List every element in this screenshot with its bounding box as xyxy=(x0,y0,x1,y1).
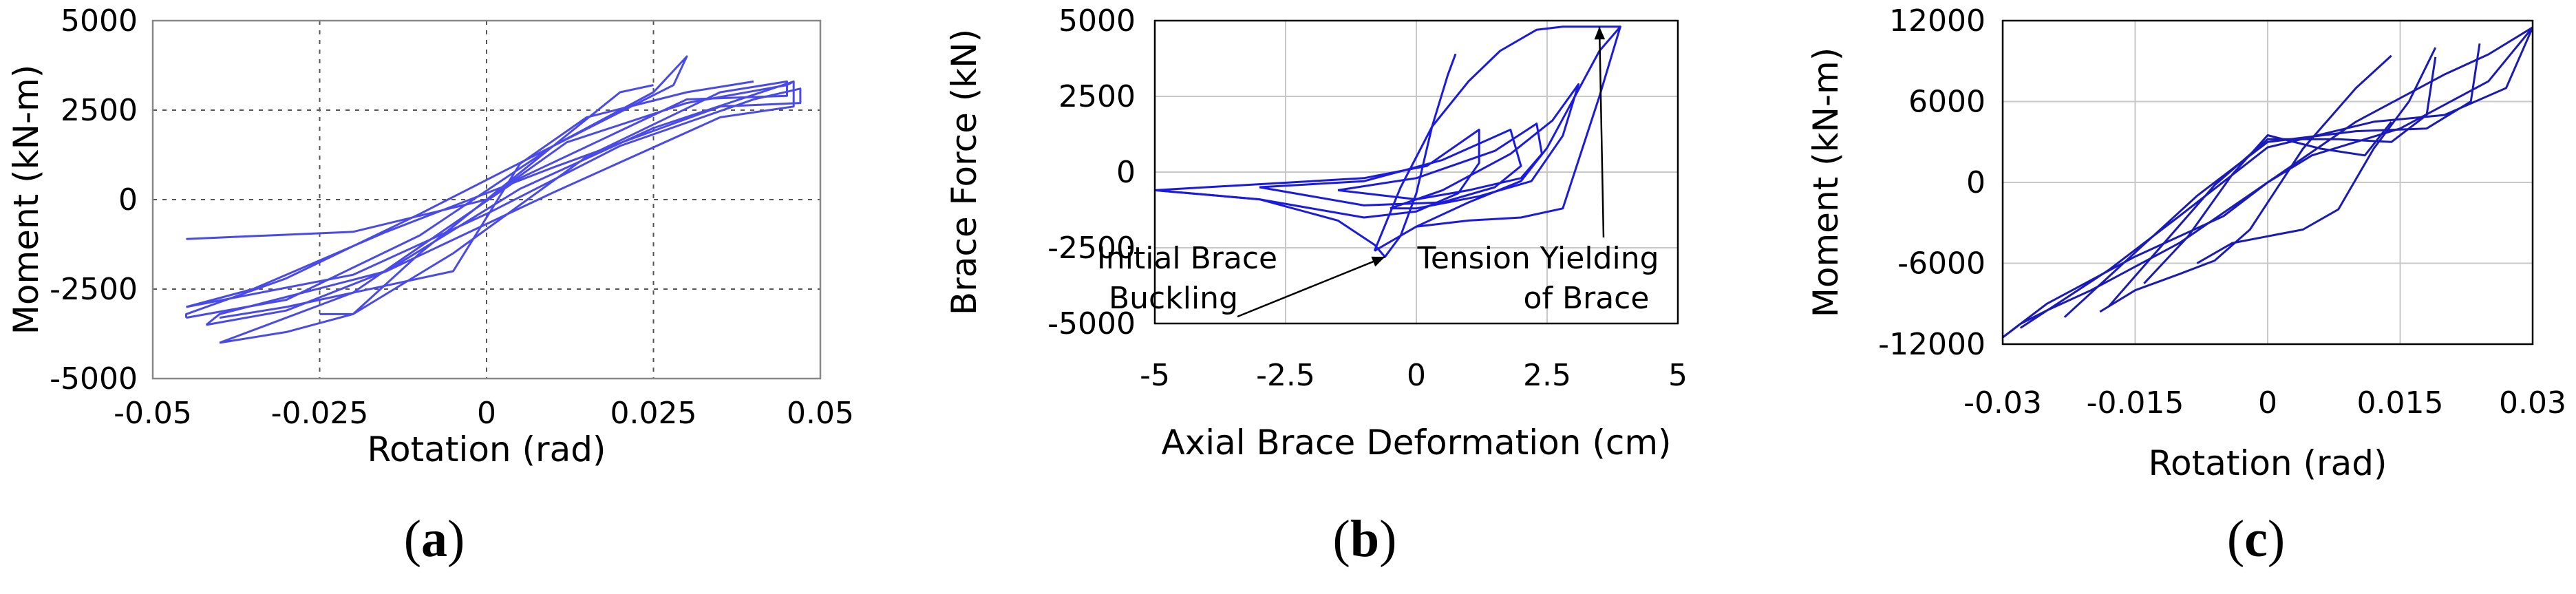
plot-frame xyxy=(151,19,822,380)
y-tick-label: -5000 xyxy=(1047,306,1136,341)
chart-c: -0.03 -0.015 0 0.015 0.03 -12000 -6000 0 6000 120… xyxy=(1806,3,2566,483)
y-tick-label: 2500 xyxy=(1058,79,1136,114)
hysteresis-loop-2 xyxy=(186,87,802,308)
plot-frame xyxy=(1153,19,1679,325)
chart-a: -0.05 -0.025 0 0.025 0.05 -5000 -2500 0 2500 5000… xyxy=(6,3,854,469)
y-tick-label: -12000 xyxy=(1878,327,1986,362)
series-group xyxy=(185,55,802,344)
hysteresis-loop-4 xyxy=(2063,43,2481,318)
x-tick-label: -5 xyxy=(1140,358,1170,393)
plot-frame xyxy=(2001,19,2534,346)
grid xyxy=(1155,21,1678,323)
y-axis-label: Brace Force (kN) xyxy=(944,29,984,315)
annotation-text: Tension Yielding xyxy=(1416,241,1659,276)
y-tick-label: 0 xyxy=(1116,155,1136,190)
x-tick-label: 0 xyxy=(477,396,496,431)
annotation-arrow xyxy=(1237,256,1385,318)
hysteresis-loop-2 xyxy=(1154,128,1480,219)
caption-c: (c) xyxy=(2226,510,2286,568)
y-tick-label: 0 xyxy=(118,182,138,218)
annotation-1: Initial Brace Buckling xyxy=(1097,241,1385,318)
y-tick-label: 5000 xyxy=(61,3,138,39)
y-tick-label: 2500 xyxy=(61,93,138,128)
x-axis-label: Rotation (rad) xyxy=(2149,443,2387,483)
y-axis-label: Moment (kN-m) xyxy=(1806,47,1846,318)
x-tick-label: 5 xyxy=(1668,358,1688,393)
x-tick-label: 0.015 xyxy=(2357,385,2444,421)
hysteresis-loop-5 xyxy=(1390,83,1580,210)
x-tick-label: 0.025 xyxy=(610,396,697,431)
hysteresis-loop-5 xyxy=(2107,56,2437,308)
x-tick-label: -0.03 xyxy=(1963,385,2042,421)
hysteresis-loop-7 xyxy=(1373,25,1621,251)
annotation-2: Tension Yielding of Brace xyxy=(1416,26,1659,316)
hysteresis-loop-1 xyxy=(185,55,688,319)
annotation-text: of Brace xyxy=(1524,281,1650,316)
y-tick-label: -2500 xyxy=(50,272,138,307)
y-tick-label: 12000 xyxy=(1889,3,1986,39)
y-tick-label: -2500 xyxy=(1047,231,1136,266)
x-tick-label: -0.05 xyxy=(114,396,192,431)
caption-b: (b) xyxy=(1332,510,1397,568)
hysteresis-loop-1 xyxy=(2002,26,2533,339)
hysteresis-loop-3 xyxy=(1259,128,1522,206)
caption-a: (a) xyxy=(403,510,465,568)
x-tick-label: 0 xyxy=(2258,385,2277,421)
hysteresis-loop-2 xyxy=(2002,26,2534,339)
annotation-text: Initial Brace xyxy=(1097,241,1277,276)
x-axis-label: Axial Brace Deformation (cm) xyxy=(1161,423,1671,463)
hysteresis-loop-6 xyxy=(2143,120,2392,284)
hysteresis-loop-6 xyxy=(1374,25,1621,252)
x-tick-label: -0.015 xyxy=(2087,385,2184,421)
y-tick-label: 6000 xyxy=(1908,85,1986,120)
hysteresis-loop-7 xyxy=(2196,47,2437,264)
grid xyxy=(153,21,820,379)
hysteresis-loop-8 xyxy=(2099,54,2392,313)
y-tick-label: -5000 xyxy=(50,361,138,396)
y-tick-label: 5000 xyxy=(1058,3,1136,39)
annotation-arrow xyxy=(1598,26,1605,238)
y-tick-label: 0 xyxy=(1966,165,1986,200)
hysteresis-loop-3 xyxy=(205,80,795,326)
annotation-arrowhead xyxy=(1594,26,1606,40)
x-tick-label: 0.05 xyxy=(787,396,854,431)
x-tick-label: 2.5 xyxy=(1523,358,1571,393)
hysteresis-loop-4 xyxy=(219,80,788,344)
x-tick-label: -2.5 xyxy=(1256,358,1315,393)
x-tick-label: -0.025 xyxy=(271,396,369,431)
series-group xyxy=(2002,26,2534,339)
annotation-arrowhead xyxy=(1371,256,1385,267)
hysteresis-loop-7 xyxy=(186,81,794,240)
x-tick-label: 0 xyxy=(1407,358,1426,393)
y-axis-label: Moment (kN-m) xyxy=(6,65,46,335)
series-group xyxy=(1154,25,1621,258)
x-tick-label: 0.03 xyxy=(2499,385,2566,421)
y-tick-label: -6000 xyxy=(1897,246,1986,282)
annotation-text: Buckling xyxy=(1109,281,1238,316)
chart-b: -5 -2.5 0 2.5 5 -5000 -2500 0 2500 5000 Axial Brac… xyxy=(944,3,1688,463)
hysteresis-loop-1 xyxy=(1154,53,1457,258)
x-axis-label: Rotation (rad) xyxy=(368,429,606,469)
hysteresis-loop-6 xyxy=(219,80,754,319)
